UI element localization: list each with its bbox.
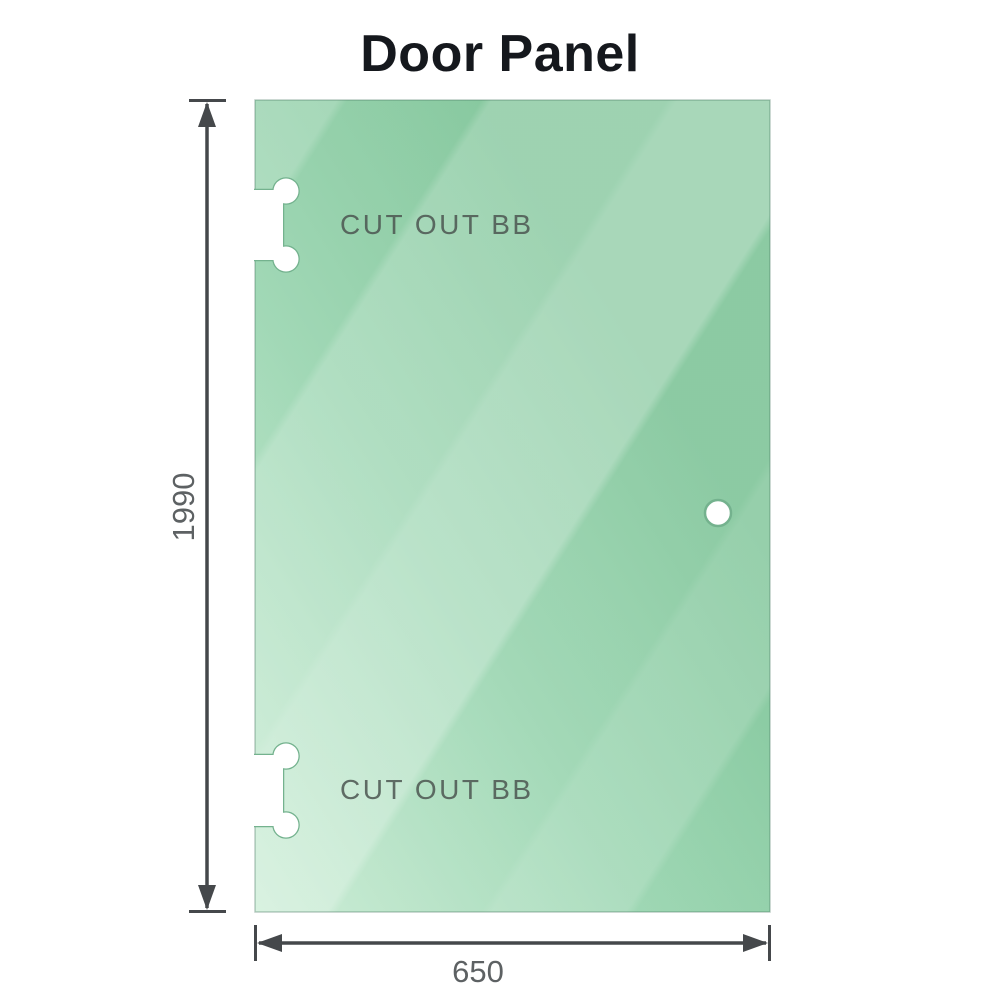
page-title: Door Panel	[360, 25, 640, 83]
glass-panel-edge	[254, 99, 771, 913]
glass-panel	[254, 99, 771, 913]
arrow-right-icon	[743, 934, 768, 952]
handle-hole	[703, 498, 733, 528]
arrow-up-icon	[198, 102, 216, 127]
arrow-down-icon	[198, 885, 216, 910]
arrow-left-icon	[257, 934, 282, 952]
width-dimension-label: 650	[452, 954, 504, 989]
bottom-cutout-label: CUT OUT BB	[340, 774, 534, 805]
top-hinge-cutout	[236, 172, 300, 278]
height-dimension	[189, 99, 226, 913]
width-dimension	[254, 925, 771, 961]
height-dimension-label: 1990	[166, 472, 201, 542]
top-cutout-label: CUT OUT BB	[340, 209, 534, 240]
bottom-hinge-cutout	[236, 737, 300, 844]
